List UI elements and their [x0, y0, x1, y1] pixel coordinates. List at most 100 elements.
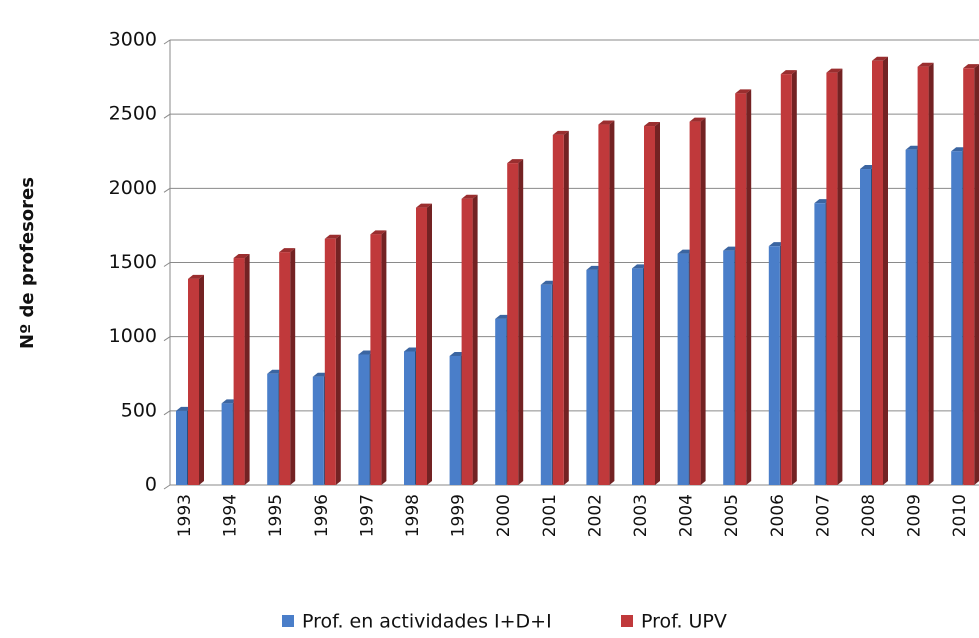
bar-front — [860, 169, 871, 486]
x-tick-label: 2004 — [677, 494, 697, 537]
legend-swatch — [621, 615, 633, 627]
bar-top — [826, 68, 843, 73]
bar-side — [746, 89, 752, 486]
bar-side — [974, 64, 979, 485]
bar-top — [598, 120, 615, 125]
bar — [416, 203, 432, 485]
x-tick-label: 2005 — [722, 494, 742, 537]
bar-front — [312, 376, 324, 485]
bar-top — [188, 274, 204, 279]
bar-side — [518, 159, 524, 485]
bar-front — [267, 373, 279, 485]
bar-front — [552, 134, 564, 485]
bar-top — [507, 159, 524, 164]
bar-front — [905, 149, 917, 485]
bar-front — [951, 151, 963, 485]
bar-front — [872, 60, 883, 486]
bar-front — [507, 163, 519, 485]
bar — [780, 70, 797, 485]
bar-front — [176, 410, 187, 485]
bar-front — [735, 93, 747, 486]
bar-top — [689, 117, 706, 122]
bar-front — [917, 66, 929, 485]
bar-side — [199, 274, 204, 485]
bar-top — [233, 254, 250, 259]
bar-front — [188, 278, 199, 485]
grid-edge — [163, 262, 171, 267]
bar — [917, 62, 934, 485]
grid-edge — [163, 39, 171, 45]
x-tick-label: 2001 — [540, 494, 560, 537]
bar-side — [928, 62, 934, 485]
grid-edge — [163, 336, 171, 342]
bar-front — [233, 258, 245, 485]
bar-top — [963, 64, 979, 69]
x-tick-label: 2008 — [859, 494, 879, 537]
x-tick-label: 2003 — [631, 494, 651, 537]
grid-edge — [163, 187, 171, 193]
bar-front — [540, 284, 552, 485]
bar-side — [472, 194, 478, 485]
bar — [735, 89, 752, 486]
bar — [188, 274, 204, 485]
bar-front — [370, 234, 382, 485]
bar — [507, 159, 524, 485]
x-tick-label: 1997 — [357, 494, 377, 537]
bar-front — [768, 246, 780, 485]
bar-front — [826, 72, 838, 485]
x-tick-label: 2002 — [585, 494, 605, 537]
y-tick-label: 2000 — [109, 177, 157, 199]
x-tick-label: 1999 — [449, 494, 469, 537]
bar — [963, 64, 979, 485]
y-axis-label: Nº de profesores — [17, 177, 38, 349]
x-tick-label: 1996 — [312, 494, 332, 537]
y-tick-label: 0 — [145, 474, 157, 496]
bar-top — [416, 203, 432, 208]
bar-top — [324, 234, 341, 239]
bar-front — [644, 126, 655, 486]
x-tick-label: 1995 — [266, 494, 286, 537]
bar-front — [632, 268, 643, 485]
bar — [552, 130, 569, 485]
legend-swatch — [282, 615, 294, 627]
bar-front — [404, 351, 415, 485]
bar — [324, 234, 341, 485]
x-tick-label: 1998 — [403, 494, 423, 537]
bar-side — [244, 254, 250, 485]
bar — [370, 230, 387, 485]
bar-front — [221, 403, 233, 485]
bar-front — [586, 269, 598, 485]
bar-top — [872, 56, 888, 61]
bar-side — [427, 203, 432, 485]
bar-front — [324, 238, 336, 485]
bar-side — [700, 117, 706, 485]
bar — [689, 117, 706, 485]
legend-label: Prof. en actividades I+D+I — [302, 611, 552, 633]
bar-side — [791, 70, 797, 485]
bar-top — [461, 194, 478, 199]
bar-front — [814, 203, 826, 485]
bar-top — [552, 130, 569, 135]
bar-front — [963, 68, 975, 485]
y-tick-label: 3000 — [109, 29, 157, 51]
bar-side — [381, 230, 387, 485]
bar-top — [917, 62, 934, 67]
bar-front — [358, 354, 370, 485]
bar-top — [644, 122, 660, 127]
bar-front — [495, 318, 507, 485]
bar-front — [279, 252, 291, 485]
bar-front — [598, 124, 610, 486]
bar-front — [689, 121, 701, 485]
y-tick-label: 1000 — [109, 325, 157, 347]
bar — [826, 68, 843, 485]
x-tick-label: 1994 — [221, 494, 241, 537]
x-tick-label: 2006 — [768, 494, 788, 537]
x-tick-label: 2000 — [494, 494, 514, 537]
legend-label: Prof. UPV — [641, 611, 727, 633]
bar-front — [677, 253, 689, 485]
bar — [279, 248, 296, 485]
y-tick-label: 500 — [121, 399, 157, 421]
bar — [461, 194, 478, 485]
bar-front — [461, 198, 473, 485]
y-tick-label: 2500 — [109, 103, 157, 125]
